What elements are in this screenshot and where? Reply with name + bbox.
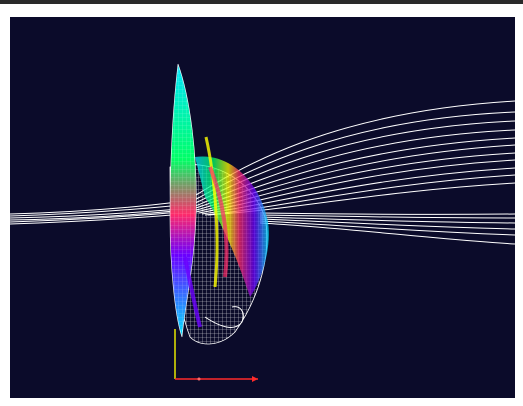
3d-visualization-viewport[interactable] <box>10 17 515 398</box>
x-axis-arrowhead <box>252 376 258 382</box>
streamlines-upstream <box>10 201 196 225</box>
main-sail-mesh <box>170 64 197 337</box>
title-strip-gap <box>0 4 523 7</box>
axis-origin-marker <box>197 377 201 381</box>
visualization-canvas <box>10 63 515 382</box>
streamlines-lower-wake <box>259 212 515 245</box>
sail-pressure-band <box>208 166 229 278</box>
sail-leading-edge-band <box>204 136 219 288</box>
sail-lower-band <box>183 256 202 328</box>
window-title-strip <box>0 0 523 4</box>
sail-foot-outline <box>204 306 244 328</box>
